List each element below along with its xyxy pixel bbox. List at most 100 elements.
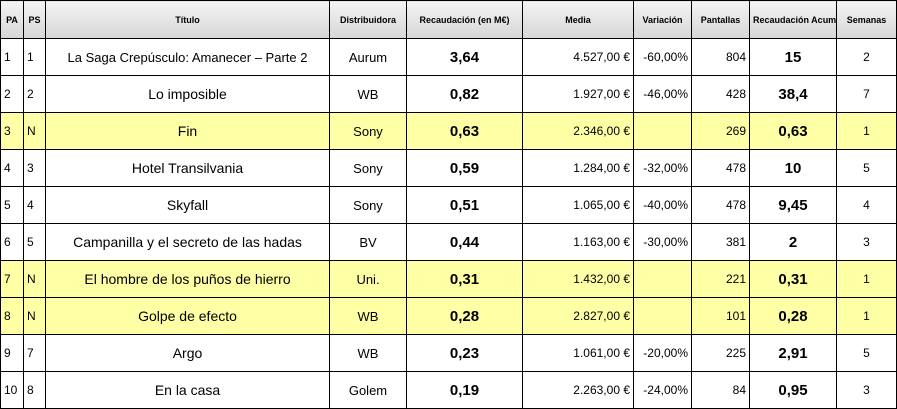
table-row: 4 3 Hotel Transilvania Sony 0,59 1.284,0… (0, 149, 897, 187)
cell-media: 1.163,00 € (522, 223, 634, 261)
cell-semanas: 1 (836, 112, 897, 150)
cell-pa: 3 (0, 112, 24, 150)
cell-variacion: -40,00% (633, 186, 692, 224)
cell-distribuidora: Sony (329, 186, 407, 224)
cell-pantallas: 269 (691, 112, 750, 150)
cell-pantallas: 804 (691, 38, 750, 76)
cell-recaudacion: 3,64 (406, 38, 523, 76)
cell-variacion: -32,00% (633, 149, 692, 187)
cell-ps: 8 (23, 371, 46, 409)
cell-variacion: -20,00% (633, 334, 692, 372)
cell-semanas: 1 (836, 297, 897, 335)
cell-acumulada: 9,45 (749, 186, 837, 224)
cell-semanas: 3 (836, 223, 897, 261)
cell-recaudacion: 0,63 (406, 112, 523, 150)
header-recaudacion: Recaudación (en M€) (406, 0, 523, 39)
cell-distribuidora: WB (329, 75, 407, 113)
cell-titulo: Golpe de efecto (45, 297, 330, 335)
table-row: 10 8 En la casa Golem 0,19 2.263,00 € -2… (0, 371, 897, 409)
cell-variacion: -60,00% (633, 38, 692, 76)
cell-acumulada: 0,28 (749, 297, 837, 335)
header-row: PA PS Título Distribuidora Recaudación (… (0, 0, 897, 39)
header-media: Media (522, 0, 634, 39)
cell-acumulada: 0,95 (749, 371, 837, 409)
cell-pantallas: 428 (691, 75, 750, 113)
table-row: 5 4 Skyfall Sony 0,51 1.065,00 € -40,00%… (0, 186, 897, 224)
cell-variacion: -30,00% (633, 223, 692, 261)
cell-pantallas: 221 (691, 260, 750, 298)
cell-pa: 7 (0, 260, 24, 298)
cell-ps: N (23, 260, 46, 298)
cell-acumulada: 0,31 (749, 260, 837, 298)
cell-titulo: Skyfall (45, 186, 330, 224)
cell-variacion: -24,00% (633, 371, 692, 409)
cell-media: 1.284,00 € (522, 149, 634, 187)
cell-recaudacion: 0,51 (406, 186, 523, 224)
cell-recaudacion: 0,44 (406, 223, 523, 261)
cell-pa: 2 (0, 75, 24, 113)
cell-pa: 4 (0, 149, 24, 187)
cell-titulo: La Saga Crepúsculo: Amanecer – Parte 2 (45, 38, 330, 76)
cell-media: 1.927,00 € (522, 75, 634, 113)
cell-titulo: Hotel Transilvania (45, 149, 330, 187)
cell-recaudacion: 0,82 (406, 75, 523, 113)
cell-titulo: En la casa (45, 371, 330, 409)
cell-media: 2.827,00 € (522, 297, 634, 335)
cell-pantallas: 84 (691, 371, 750, 409)
cell-titulo: Lo imposible (45, 75, 330, 113)
cell-semanas: 5 (836, 334, 897, 372)
cell-semanas: 2 (836, 38, 897, 76)
cell-pa: 5 (0, 186, 24, 224)
cell-distribuidora: Uni. (329, 260, 407, 298)
table-row-new-release: 8 N Golpe de efecto WB 0,28 2.827,00 € 1… (0, 297, 897, 335)
header-semanas: Semanas (836, 0, 897, 39)
cell-pantallas: 478 (691, 149, 750, 187)
cell-recaudacion: 0,23 (406, 334, 523, 372)
cell-variacion: -46,00% (633, 75, 692, 113)
header-pa: PA (0, 0, 24, 39)
cell-titulo: Argo (45, 334, 330, 372)
cell-variacion (633, 297, 692, 335)
cell-recaudacion: 0,19 (406, 371, 523, 409)
cell-titulo: Campanilla y el secreto de las hadas (45, 223, 330, 261)
cell-distribuidora: BV (329, 223, 407, 261)
table-row-new-release: 7 N El hombre de los puños de hierro Uni… (0, 260, 897, 298)
cell-ps: N (23, 112, 46, 150)
header-ps: PS (23, 0, 46, 39)
cell-pa: 1 (0, 38, 24, 76)
header-acumulada: Recaudación Acumulada (en M€) (749, 0, 837, 39)
table-row: 6 5 Campanilla y el secreto de las hadas… (0, 223, 897, 261)
cell-ps: 7 (23, 334, 46, 372)
cell-acumulada: 2 (749, 223, 837, 261)
cell-acumulada: 2,91 (749, 334, 837, 372)
cell-acumulada: 10 (749, 149, 837, 187)
cell-media: 1.065,00 € (522, 186, 634, 224)
cell-pantallas: 381 (691, 223, 750, 261)
cell-variacion (633, 260, 692, 298)
cell-ps: N (23, 297, 46, 335)
header-variacion: Variación (633, 0, 692, 39)
cell-pa: 8 (0, 297, 24, 335)
header-pantallas: Pantallas (691, 0, 750, 39)
cell-semanas: 7 (836, 75, 897, 113)
cell-semanas: 4 (836, 186, 897, 224)
cell-ps: 3 (23, 149, 46, 187)
cell-ps: 2 (23, 75, 46, 113)
cell-media: 1.432,00 € (522, 260, 634, 298)
cell-pa: 6 (0, 223, 24, 261)
cell-variacion (633, 112, 692, 150)
cell-media: 2.263,00 € (522, 371, 634, 409)
cell-distribuidora: WB (329, 334, 407, 372)
cell-ps: 4 (23, 186, 46, 224)
cell-titulo: El hombre de los puños de hierro (45, 260, 330, 298)
cell-recaudacion: 0,59 (406, 149, 523, 187)
cell-distribuidora: Golem (329, 371, 407, 409)
cell-media: 1.061,00 € (522, 334, 634, 372)
table-row-new-release: 3 N Fin Sony 0,63 2.346,00 € 269 0,63 1 (0, 112, 897, 150)
cell-ps: 1 (23, 38, 46, 76)
cell-distribuidora: Sony (329, 112, 407, 150)
cell-media: 4.527,00 € (522, 38, 634, 76)
cell-distribuidora: Aurum (329, 38, 407, 76)
cell-acumulada: 0,63 (749, 112, 837, 150)
header-titulo: Título (45, 0, 330, 39)
